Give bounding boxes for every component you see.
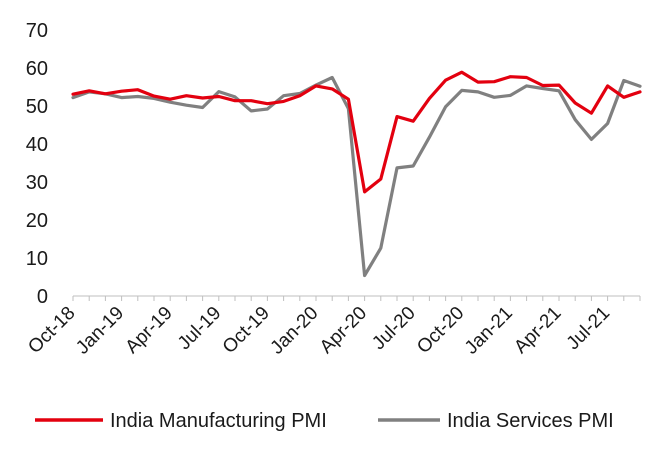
x-tick-label: Jul-20 xyxy=(368,303,419,354)
y-tick-label: 40 xyxy=(26,134,48,156)
y-tick-label: 70 xyxy=(26,20,48,42)
x-tick-label: Jan-19 xyxy=(72,303,128,359)
x-tick-label: Apr-21 xyxy=(510,303,565,358)
y-axis: 0 10 20 30 40 50 60 70 xyxy=(26,20,48,308)
y-tick-label: 20 xyxy=(26,210,48,232)
x-tick-label: Apr-19 xyxy=(122,303,177,358)
x-tick-label: Jan-21 xyxy=(461,303,517,359)
x-tick-label: Apr-20 xyxy=(316,303,371,358)
x-tick-label: Jul-19 xyxy=(174,303,225,354)
x-tick-label: Jul-21 xyxy=(563,303,614,354)
y-tick-label: 10 xyxy=(26,248,48,270)
legend-label-manufacturing: India Manufacturing PMI xyxy=(110,410,327,432)
series-layer xyxy=(71,70,642,278)
legend-label-services: India Services PMI xyxy=(447,410,614,432)
legend: India Manufacturing PMI India Services PM… xyxy=(35,410,614,432)
x-tick-label: Oct-20 xyxy=(413,303,468,358)
y-tick-label: 0 xyxy=(37,286,48,308)
y-tick-label: 50 xyxy=(26,96,48,118)
x-axis: Oct-18Jan-19Apr-19Jul-19Oct-19Jan-20Apr-… xyxy=(24,295,641,359)
x-tick-label: Oct-19 xyxy=(219,303,274,358)
series-line-services xyxy=(71,75,642,278)
x-tick-label: Jan-20 xyxy=(267,303,323,359)
series-line-manufacturing xyxy=(71,70,642,194)
y-tick-label: 30 xyxy=(26,172,48,194)
x-tick-label: Oct-18 xyxy=(24,303,79,358)
y-tick-label: 60 xyxy=(26,58,48,80)
